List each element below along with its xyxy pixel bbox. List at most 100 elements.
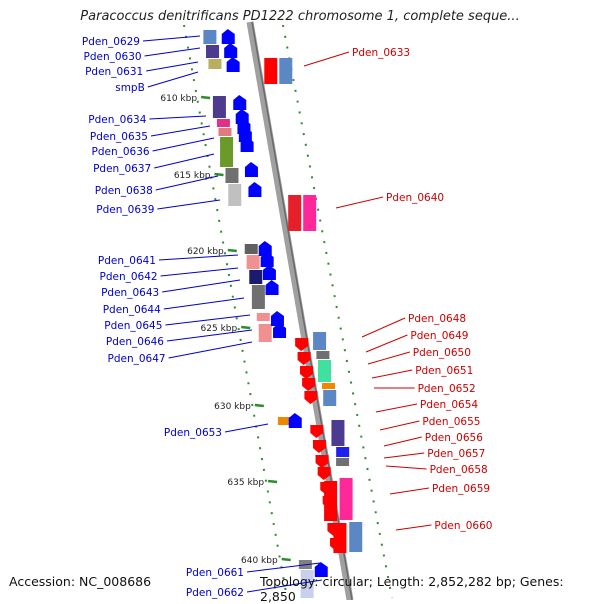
left-gene-label: Pden_0635 [90,131,148,143]
right-gene-label: Pden_0651 [415,365,473,377]
forward-arrow [270,311,284,326]
reverse-arrow [300,366,314,379]
right-leader-line [385,465,427,470]
kbp-tick [200,95,211,100]
accession-label: Accession: NC_008686 [9,574,152,589]
forward-arrow [238,127,252,142]
left-gene-labels: Pden_0629 Pden_0630 Pden_0631 smpB Pden_0634… [82,35,323,599]
kbp-tick [227,248,237,253]
left-gene-label: Pden_0631 [85,66,143,78]
kbp-tick [241,325,251,330]
gene-box [277,417,291,425]
right-gene-label: Pden_0657 [427,448,485,460]
forward-arrow [240,137,254,152]
gene-box [218,128,232,136]
kbp-label: 625 kbp [201,324,238,334]
gene-box [316,351,330,359]
dotted-guides [183,24,393,599]
left-leader-line [147,71,199,88]
left-gene-label: Pden_0644 [103,304,161,316]
left-gene-label: Pden_0639 [96,204,154,216]
kbp-label: 615 kbp [174,171,211,181]
reverse-arrow [302,378,316,391]
right-leader-line [375,403,418,413]
gene-box [317,360,331,382]
gene-box [228,184,242,206]
right-leader-line [371,369,413,379]
gene-box [313,332,327,350]
right-leader-line [389,487,430,495]
left-gene-label: Pden_0662 [186,587,244,599]
forward-arrow [233,95,247,110]
gene-box [220,137,234,167]
forward-arrow [288,413,302,428]
left-gene-label: Pden_0642 [100,271,158,283]
left-gene-label: Pden_0653 [164,427,222,439]
reverse-arrow [330,538,344,551]
right-leader-line [379,420,420,431]
right-gene-label: Pden_0633 [352,47,410,59]
right-leader-line [303,51,350,67]
left-gene-label: Pden_0646 [106,336,164,348]
right-leader-line [383,436,422,447]
gene-box [303,195,317,231]
left-leader-line [166,329,253,342]
forward-arrow [226,57,240,72]
reverse-arrow [327,523,341,536]
gene-box [216,119,230,127]
left-gene-label: Pden_0638 [95,185,153,197]
forward-arrow [260,252,274,267]
left-gene-label: Pden_0634 [88,114,146,126]
left-gene-label: Pden_0647 [108,353,166,365]
right-gene-label: Pden_0660 [434,520,492,532]
left-gene-label: smpB [115,82,145,94]
forward-arrow [273,323,287,338]
left-gene-label: Pden_0643 [101,287,159,299]
left-leader-line [246,562,321,573]
kbp-tick [254,403,264,408]
gene-box [256,313,270,321]
reverse-arrow [295,338,309,351]
gene-box [203,30,217,44]
forward-arrow [258,241,272,256]
right-leader-line [395,524,432,531]
gene-box [251,285,265,309]
left-leader-line [246,579,323,593]
right-leader-line [335,196,384,209]
gene-box [206,45,220,58]
forward-arrow [224,43,238,58]
right-strand-genes [264,58,363,553]
gene-box [264,58,278,84]
gene-box [336,447,350,457]
kbp-labels: 610 kbp 615 kbp 620 kbp 625 kbp 630 kbp 635 k… [160,94,291,566]
forward-arrow [221,29,235,44]
left-gene-label: Pden_0637 [93,163,151,175]
gene-box [288,195,302,231]
gene-box [331,420,345,446]
reverse-arrow [310,425,324,438]
gene-box [246,255,260,269]
kbp-label: 610 kbp [160,94,197,104]
right-gene-label: Pden_0640 [386,192,444,204]
reverse-arrow [312,440,326,453]
forward-arrow [235,109,249,124]
right-gene-label: Pden_0649 [410,330,468,342]
right-gene-label: Pden_0659 [432,483,490,495]
left-leader-line [150,125,211,137]
left-leader-line [160,267,239,277]
forward-arrow [314,562,328,577]
kbp-label: 635 kbp [227,478,264,488]
left-leader-line [146,61,199,72]
kbp-label: 630 kbp [214,402,251,412]
gene-box [339,478,353,520]
left-leader-line [162,279,241,293]
reverse-arrow [320,482,334,495]
kbp-tick [214,172,224,177]
gene-box [300,570,314,598]
right-leader-line [365,334,408,353]
kbp-tick [267,479,278,484]
left-leader-line [168,341,253,359]
map-title: Paracoccus denitrificans PD1222 chromoso… [80,9,520,24]
right-gene-label: Pden_0650 [413,347,471,359]
